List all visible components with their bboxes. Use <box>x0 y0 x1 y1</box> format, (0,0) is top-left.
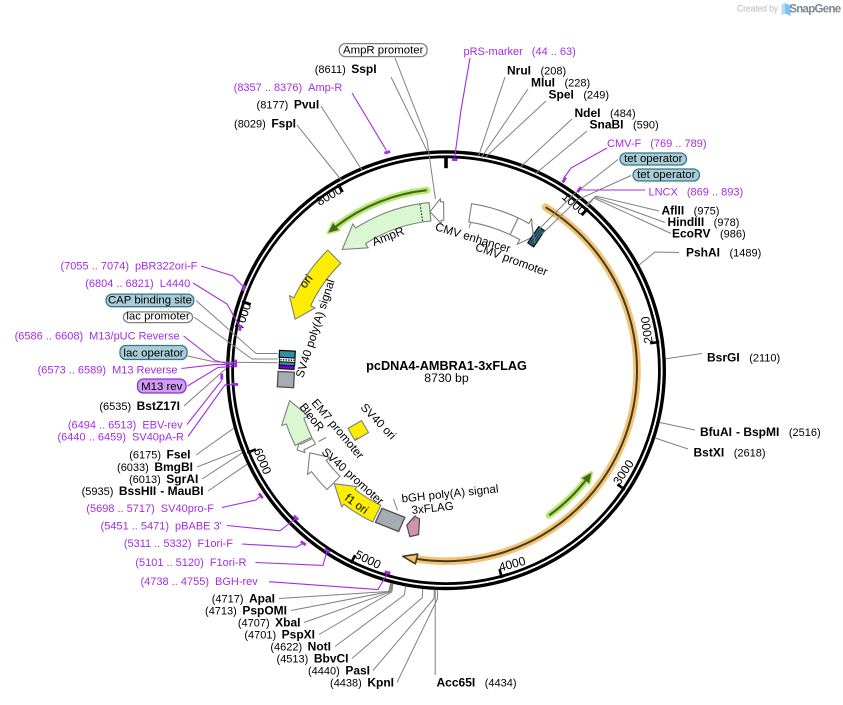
svg-text:(6586 .. 6608)M13/pUC Reverse: (6586 .. 6608) M13/pUC Reverse <box>15 331 180 343</box>
svg-text:NruI(208): NruI (208) <box>507 64 566 78</box>
svg-text:pRS-marker(44 .. 63): pRS-marker (44 .. 63) <box>464 46 576 58</box>
svg-text:(5311 .. 5332)F1ori-F: (5311 .. 5332) F1ori-F <box>124 538 233 550</box>
svg-text:(8611)SspI: (8611) SspI <box>315 62 377 76</box>
svg-text:(5101 .. 5120)F1ori-R: (5101 .. 5120) F1ori-R <box>135 557 246 569</box>
svg-text:AflII(975): AflII (975) <box>662 204 720 218</box>
svg-text:BstXI(2618): BstXI (2618) <box>694 446 766 460</box>
svg-text:(4440)PasI: (4440) PasI <box>308 664 370 678</box>
svg-text:(5935)BssHII- MauBI: (5935) BssHII - MauBI <box>82 484 204 498</box>
svg-text:(6804 .. 6821)L4440: (6804 .. 6821) L4440 <box>85 278 190 290</box>
svg-text:(8177)PvuI: (8177) PvuI <box>257 98 320 112</box>
svg-text:(4717)ApaI: (4717) ApaI <box>212 592 275 606</box>
svg-text:M13 rev: M13 rev <box>141 381 182 393</box>
svg-text:8730 bp: 8730 bp <box>424 371 469 385</box>
svg-text:Created by: Created by <box>737 4 779 14</box>
svg-text:SpeI(249): SpeI (249) <box>549 88 610 102</box>
svg-text:SnapGene: SnapGene <box>789 4 841 16</box>
svg-text:(6033)BmgBI: (6033) BmgBI <box>117 460 193 474</box>
svg-text:BsrGI(2110): BsrGI (2110) <box>707 351 780 365</box>
svg-text:MluI(228): MluI (228) <box>531 76 590 90</box>
svg-text:tet operator: tet operator <box>637 169 695 181</box>
svg-text:(6013)SgrAI: (6013) SgrAI <box>129 472 198 486</box>
svg-text:(5698 .. 5717)SV40pro-F: (5698 .. 5717) SV40pro-F <box>86 503 214 515</box>
svg-text:HindIII(978): HindIII (978) <box>668 215 740 229</box>
svg-text:LNCX(869 .. 893): LNCX (869 .. 893) <box>649 187 744 199</box>
svg-text:2000: 2000 <box>638 315 655 344</box>
svg-text:Acc65I(4434): Acc65I (4434) <box>437 676 517 690</box>
svg-text:tet operator: tet operator <box>624 153 682 165</box>
svg-text:(6494 .. 6513)EBV-rev: (6494 .. 6513) EBV-rev <box>68 420 183 432</box>
svg-text:CAP binding site: CAP binding site <box>108 295 192 307</box>
svg-text:(8357 .. 8376)Amp-R: (8357 .. 8376) Amp-R <box>234 82 343 94</box>
svg-text:lac promoter: lac promoter <box>126 310 190 322</box>
svg-text:lac operator: lac operator <box>123 347 183 359</box>
svg-text:(4738 .. 4755)BGH-rev: (4738 .. 4755) BGH-rev <box>141 576 259 588</box>
svg-text:(4622)NotI: (4622) NotI <box>270 640 331 654</box>
svg-text:(6535)BstZ17I: (6535) BstZ17I <box>99 399 180 413</box>
svg-text:BfuAI- BspMI(2516): BfuAI - BspMI (2516) <box>700 425 821 439</box>
svg-text:(4438)KpnI: (4438) KpnI <box>330 676 394 690</box>
svg-text:NdeI(484): NdeI (484) <box>575 106 636 120</box>
svg-text:(4713)PspOMI: (4713) PspOMI <box>205 604 287 618</box>
svg-text:(5451 .. 5471)pBABE 3': (5451 .. 5471) pBABE 3' <box>101 521 222 533</box>
svg-text:EcoRV(986): EcoRV (986) <box>672 227 746 241</box>
svg-text:SnaBI(590): SnaBI (590) <box>590 118 659 132</box>
svg-text:CMV-F(769 .. 789): CMV-F (769 .. 789) <box>607 138 707 150</box>
svg-text:3xFLAG: 3xFLAG <box>411 501 454 517</box>
svg-text:4000: 4000 <box>497 554 527 575</box>
svg-text:(4707)XbaI: (4707) XbaI <box>238 616 301 630</box>
svg-text:(6440 .. 6459)SV40pA-R: (6440 .. 6459) SV40pA-R <box>58 432 185 444</box>
svg-text:PshAI(1489): PshAI (1489) <box>686 246 761 260</box>
svg-text:AmpR promoter: AmpR promoter <box>343 44 424 56</box>
svg-text:(4513)BbvCI: (4513) BbvCI <box>277 652 349 666</box>
svg-text:pcDNA4-AMBRA1-3xFLAG: pcDNA4-AMBRA1-3xFLAG <box>366 359 527 373</box>
svg-text:(8029)FspI: (8029) FspI <box>234 116 296 130</box>
svg-text:(4701)PspXI: (4701) PspXI <box>244 628 315 642</box>
svg-text:(6175)FseI: (6175) FseI <box>129 448 190 462</box>
